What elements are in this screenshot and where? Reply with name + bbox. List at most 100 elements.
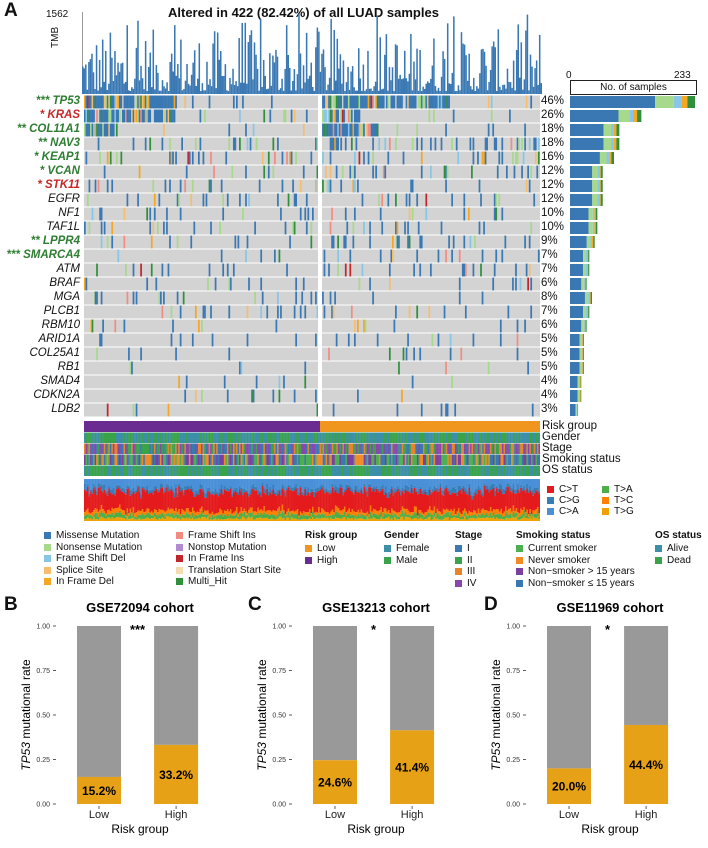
titv-segment: [324, 493, 326, 512]
titv-segment: [453, 486, 456, 494]
tmb-bar: [138, 80, 141, 94]
titv-segment: [340, 484, 343, 488]
clinical-track-cell: [196, 465, 199, 476]
clinical-track-cell: [216, 443, 218, 454]
mutation-cell: [464, 263, 467, 277]
clinical-track-cell: [491, 454, 494, 465]
clinical-track-cell: [251, 443, 253, 454]
titv-segment: [530, 479, 533, 491]
titv-segment: [483, 483, 486, 486]
titv-segment: [305, 515, 308, 520]
tmb-bar: [361, 90, 363, 94]
mutation-cell: [190, 193, 193, 207]
titv-segment: [106, 510, 109, 514]
titv-segment: [339, 514, 342, 519]
titv-segment: [146, 508, 149, 514]
mutation-cell: [191, 151, 194, 165]
mutation-cell: [280, 207, 282, 221]
titv-segment: [185, 517, 188, 521]
titv-segment: [523, 516, 525, 521]
clinical-track-cell: [102, 432, 104, 443]
mutation-cell: [163, 95, 165, 109]
tmb-bar: [299, 53, 302, 94]
clinical-track-cell: [199, 465, 202, 476]
mutation-cell: [326, 95, 329, 109]
titv-segment: [298, 492, 301, 496]
titv-segment: [470, 512, 472, 516]
titv-segment: [435, 479, 437, 488]
mutation-cell: [408, 235, 411, 249]
sample-count-bar: [581, 278, 584, 290]
legend-item: Splice Site: [44, 565, 103, 577]
mutation-cell: [150, 263, 153, 277]
clinical-track-cell: [213, 465, 215, 476]
clinical-track-cell: [158, 432, 161, 443]
clinical-track-cell: [248, 443, 250, 454]
tmb-bar: [443, 58, 446, 94]
titv-segment: [439, 487, 442, 512]
titv-segment: [465, 479, 468, 490]
clinical-track-cell: [84, 443, 86, 454]
clinical-track-cell: [480, 443, 483, 454]
titv-segment: [217, 518, 220, 521]
titv-segment: [497, 492, 500, 510]
tmb-bar: [175, 75, 178, 94]
mutation-cell: [331, 207, 333, 221]
titv-segment: [494, 490, 497, 497]
gene-percent-kras: 26%: [541, 109, 565, 121]
clinical-track-cell: [245, 454, 247, 465]
clinical-track-cell: [129, 432, 132, 443]
titv-segment: [188, 490, 191, 512]
titv-segment: [187, 479, 190, 486]
titv-segment: [439, 483, 442, 488]
titv-segment: [520, 519, 522, 521]
titv-segment: [351, 518, 354, 521]
titv-segment: [274, 494, 276, 511]
titv-segment: [479, 487, 481, 490]
clinical-track-cell: [243, 454, 246, 465]
titv-segment: [172, 508, 174, 514]
tmb-bar: [440, 76, 443, 94]
titv-segment: [432, 479, 434, 489]
mutation-cell: [163, 123, 165, 137]
tmb-bar: [97, 90, 99, 94]
tmb-bar: [166, 82, 168, 94]
tmb-bar: [321, 53, 323, 94]
titv-segment: [389, 513, 392, 516]
tmb-bar: [313, 90, 316, 94]
mutation-cell: [149, 137, 152, 151]
tmb-bar: [520, 42, 523, 94]
mutation-cell: [105, 95, 107, 109]
clinical-track-cell: [356, 432, 358, 443]
titv-segment: [427, 517, 430, 521]
tmb-bar: [489, 69, 492, 94]
mutation-cell: [137, 95, 139, 109]
titv-segment: [371, 487, 373, 492]
mutation-cell: [202, 305, 205, 319]
titv-segment: [353, 515, 355, 520]
titv-segment: [473, 479, 475, 493]
tmb-bar: [117, 62, 119, 94]
titv-segment: [308, 508, 311, 513]
titv-segment: [360, 487, 363, 490]
titv-segment: [380, 486, 383, 491]
clinical-track-cell: [176, 432, 179, 443]
clinical-track-cell: [482, 443, 484, 454]
titv-segment: [386, 498, 389, 512]
titv-segment: [135, 489, 138, 493]
titv-segment: [118, 479, 121, 486]
y-tick-label: 1.00: [36, 624, 50, 631]
titv-segment: [94, 489, 97, 508]
titv-segment: [536, 479, 539, 488]
titv-segment: [251, 512, 253, 517]
clinical-track-cell: [467, 432, 469, 443]
titv-segment: [155, 486, 158, 489]
mutation-cell: [378, 95, 381, 109]
titv-segment: [485, 510, 487, 514]
tmb-bar: [476, 86, 478, 94]
titv-segment: [447, 512, 449, 518]
titv-segment: [533, 513, 536, 518]
titv-segment: [430, 510, 433, 515]
legend-item: Never smoker: [516, 555, 635, 567]
mutation-cell: [135, 109, 138, 123]
